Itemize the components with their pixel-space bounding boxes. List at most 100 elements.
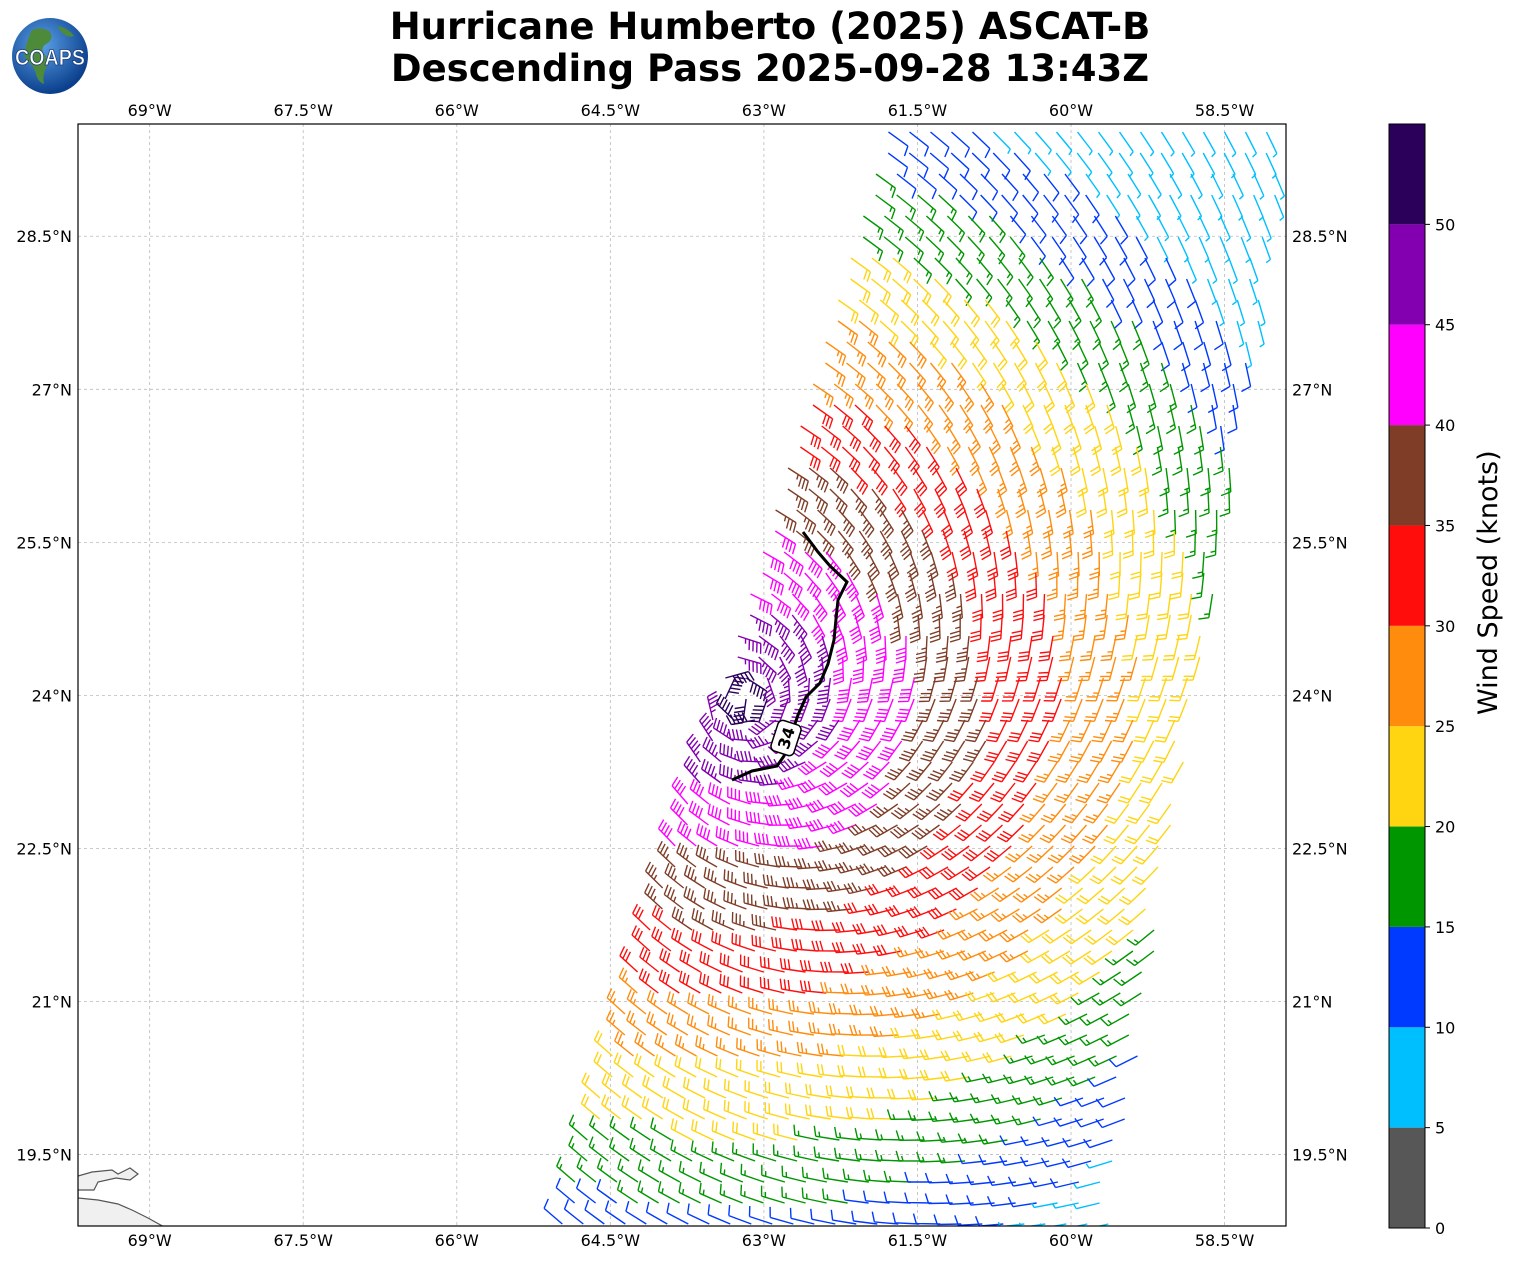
wind-barb (920, 740, 945, 762)
wind-barb (621, 1095, 643, 1120)
lon-tick-top: 63°W (742, 101, 786, 120)
wind-barb (1118, 152, 1134, 178)
wind-barb (737, 656, 762, 675)
wind-barb (892, 278, 912, 305)
wind-barb (1009, 236, 1026, 265)
wind-barb (699, 951, 722, 973)
wind-barb (795, 530, 816, 557)
wind-barb (1156, 236, 1169, 263)
wind-barb (745, 811, 772, 826)
wind-barb (1026, 740, 1050, 763)
wind-barb (820, 981, 848, 994)
wind-barb (657, 819, 676, 847)
wind-barb (1145, 404, 1156, 435)
wind-barb (1185, 509, 1197, 538)
wind-barb (711, 1141, 735, 1162)
wind-barb (739, 975, 764, 994)
wind-barb (894, 698, 915, 723)
wind-barb (896, 173, 917, 199)
colorbar-tick: 35 (1435, 516, 1455, 535)
wind-barb (890, 803, 920, 820)
wind-barb (947, 425, 961, 455)
wind-barb (822, 1188, 848, 1204)
wind-barb (1202, 131, 1216, 158)
wind-barb (950, 362, 967, 392)
wind-barb (743, 892, 768, 910)
wind-barb (658, 969, 680, 994)
wind-barb (1020, 1136, 1050, 1147)
wind-barb (831, 941, 860, 954)
wind-barb (853, 698, 873, 723)
wind-barb (1154, 719, 1176, 743)
wind-barb (810, 1208, 836, 1225)
wind-barb (755, 755, 785, 768)
wind-barb (996, 467, 1008, 498)
wind-barb (581, 1072, 601, 1099)
wind-barb (850, 488, 868, 517)
wind-barb (797, 760, 827, 776)
colorbar-tick: 15 (1435, 918, 1455, 937)
wind-barb (1076, 131, 1093, 156)
wind-barb (879, 530, 893, 560)
wind-barb (724, 676, 746, 700)
wind-barb (830, 1209, 857, 1225)
wind-barb (940, 1070, 970, 1082)
wind-barb (1185, 278, 1197, 309)
wind-barb (900, 320, 919, 348)
wind-barb (646, 1011, 668, 1036)
wind-barb (969, 1113, 999, 1124)
wind-barb (1156, 593, 1172, 621)
title-line-1: Hurricane Humberto (2025) ASCAT-B (389, 5, 1151, 48)
wind-barb (1130, 551, 1142, 580)
wind-barb (993, 131, 1011, 155)
wind-barb (1118, 908, 1146, 926)
wind-barb (829, 467, 849, 494)
wind-barb (888, 362, 907, 390)
wind-barb (740, 1184, 764, 1204)
wind-barb (902, 967, 932, 979)
wind-barb (842, 1189, 869, 1204)
wind-barb (707, 1204, 731, 1225)
wind-barb (1012, 887, 1042, 903)
wind-barb (1245, 341, 1253, 369)
wind-barb (1097, 152, 1113, 178)
wind-barb (1062, 929, 1092, 945)
wind-barb (851, 1210, 878, 1225)
wind-barb (1122, 278, 1135, 309)
wind-barb (646, 990, 668, 1015)
wind-barb (732, 1121, 756, 1141)
wind-barb (719, 952, 743, 973)
wind-barb (926, 551, 939, 582)
wind-barb (904, 572, 917, 603)
wind-barb (1001, 677, 1021, 702)
wind-barb (1182, 656, 1201, 681)
wind-barb (906, 906, 936, 919)
wind-barb (614, 1031, 634, 1057)
wind-barb (921, 320, 940, 348)
colorbar-bin (1389, 425, 1425, 526)
wind-barb (1063, 404, 1075, 435)
wind-barb (1062, 1137, 1092, 1148)
wind-barb (1261, 215, 1272, 243)
wind-barb (816, 635, 830, 666)
wind-barb (813, 1125, 840, 1141)
wind-barb (555, 1177, 576, 1204)
wind-barb (930, 131, 950, 158)
wind-barb (666, 1202, 689, 1225)
wind-barb (1074, 1097, 1105, 1108)
wind-barb (915, 698, 936, 723)
wind-barb (812, 593, 828, 623)
wind-barb (782, 877, 810, 889)
wind-barb (996, 824, 1024, 843)
wind-barb (1116, 488, 1128, 518)
wind-barb (760, 1185, 785, 1204)
wind-barb (1028, 719, 1050, 743)
wind-barb (689, 778, 710, 805)
wind-barb (1043, 173, 1060, 202)
wind-barb (970, 614, 982, 643)
wind-barb (719, 742, 743, 763)
wind-barb (1150, 551, 1163, 580)
wind-barb (1181, 341, 1191, 372)
wind-barb (1020, 698, 1041, 722)
wind-barb (1106, 383, 1116, 414)
